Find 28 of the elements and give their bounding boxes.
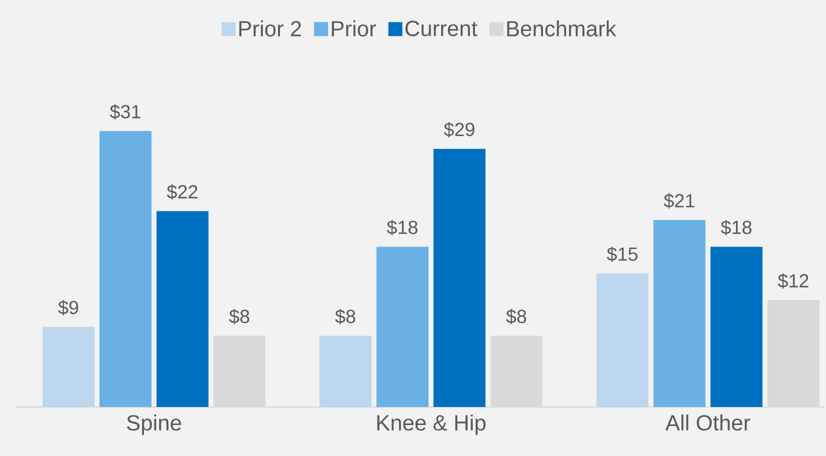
legend-label: Benchmark [507, 20, 616, 37]
bar [100, 131, 152, 407]
legend-label: Prior [332, 20, 376, 37]
data-label: $21 [664, 193, 694, 209]
bar [319, 336, 372, 407]
data-label: $15 [606, 246, 638, 262]
legend-label: Current [405, 20, 478, 36]
bar [653, 220, 706, 407]
data-label: $18 [386, 220, 418, 236]
data-label: $29 [444, 122, 474, 138]
data-label: $18 [720, 220, 752, 236]
x-tick-label: Spine [126, 414, 182, 435]
data-label: $8 [506, 308, 526, 324]
data-label: $12 [778, 273, 808, 289]
bar [433, 148, 486, 407]
bar [710, 246, 762, 407]
bar [376, 246, 428, 407]
bar [42, 326, 94, 407]
legend-label: Prior 2 [239, 20, 301, 37]
data-label: $22 [166, 184, 198, 200]
data-label: $9 [58, 300, 78, 316]
x-tick-label: Knee & Hip [377, 414, 486, 435]
data-label: $31 [110, 104, 140, 120]
x-tick-label: All Other [665, 414, 750, 431]
data-label: $8 [229, 308, 250, 324]
bar [596, 273, 648, 407]
bar [156, 211, 209, 407]
data-label: $8 [335, 308, 356, 324]
